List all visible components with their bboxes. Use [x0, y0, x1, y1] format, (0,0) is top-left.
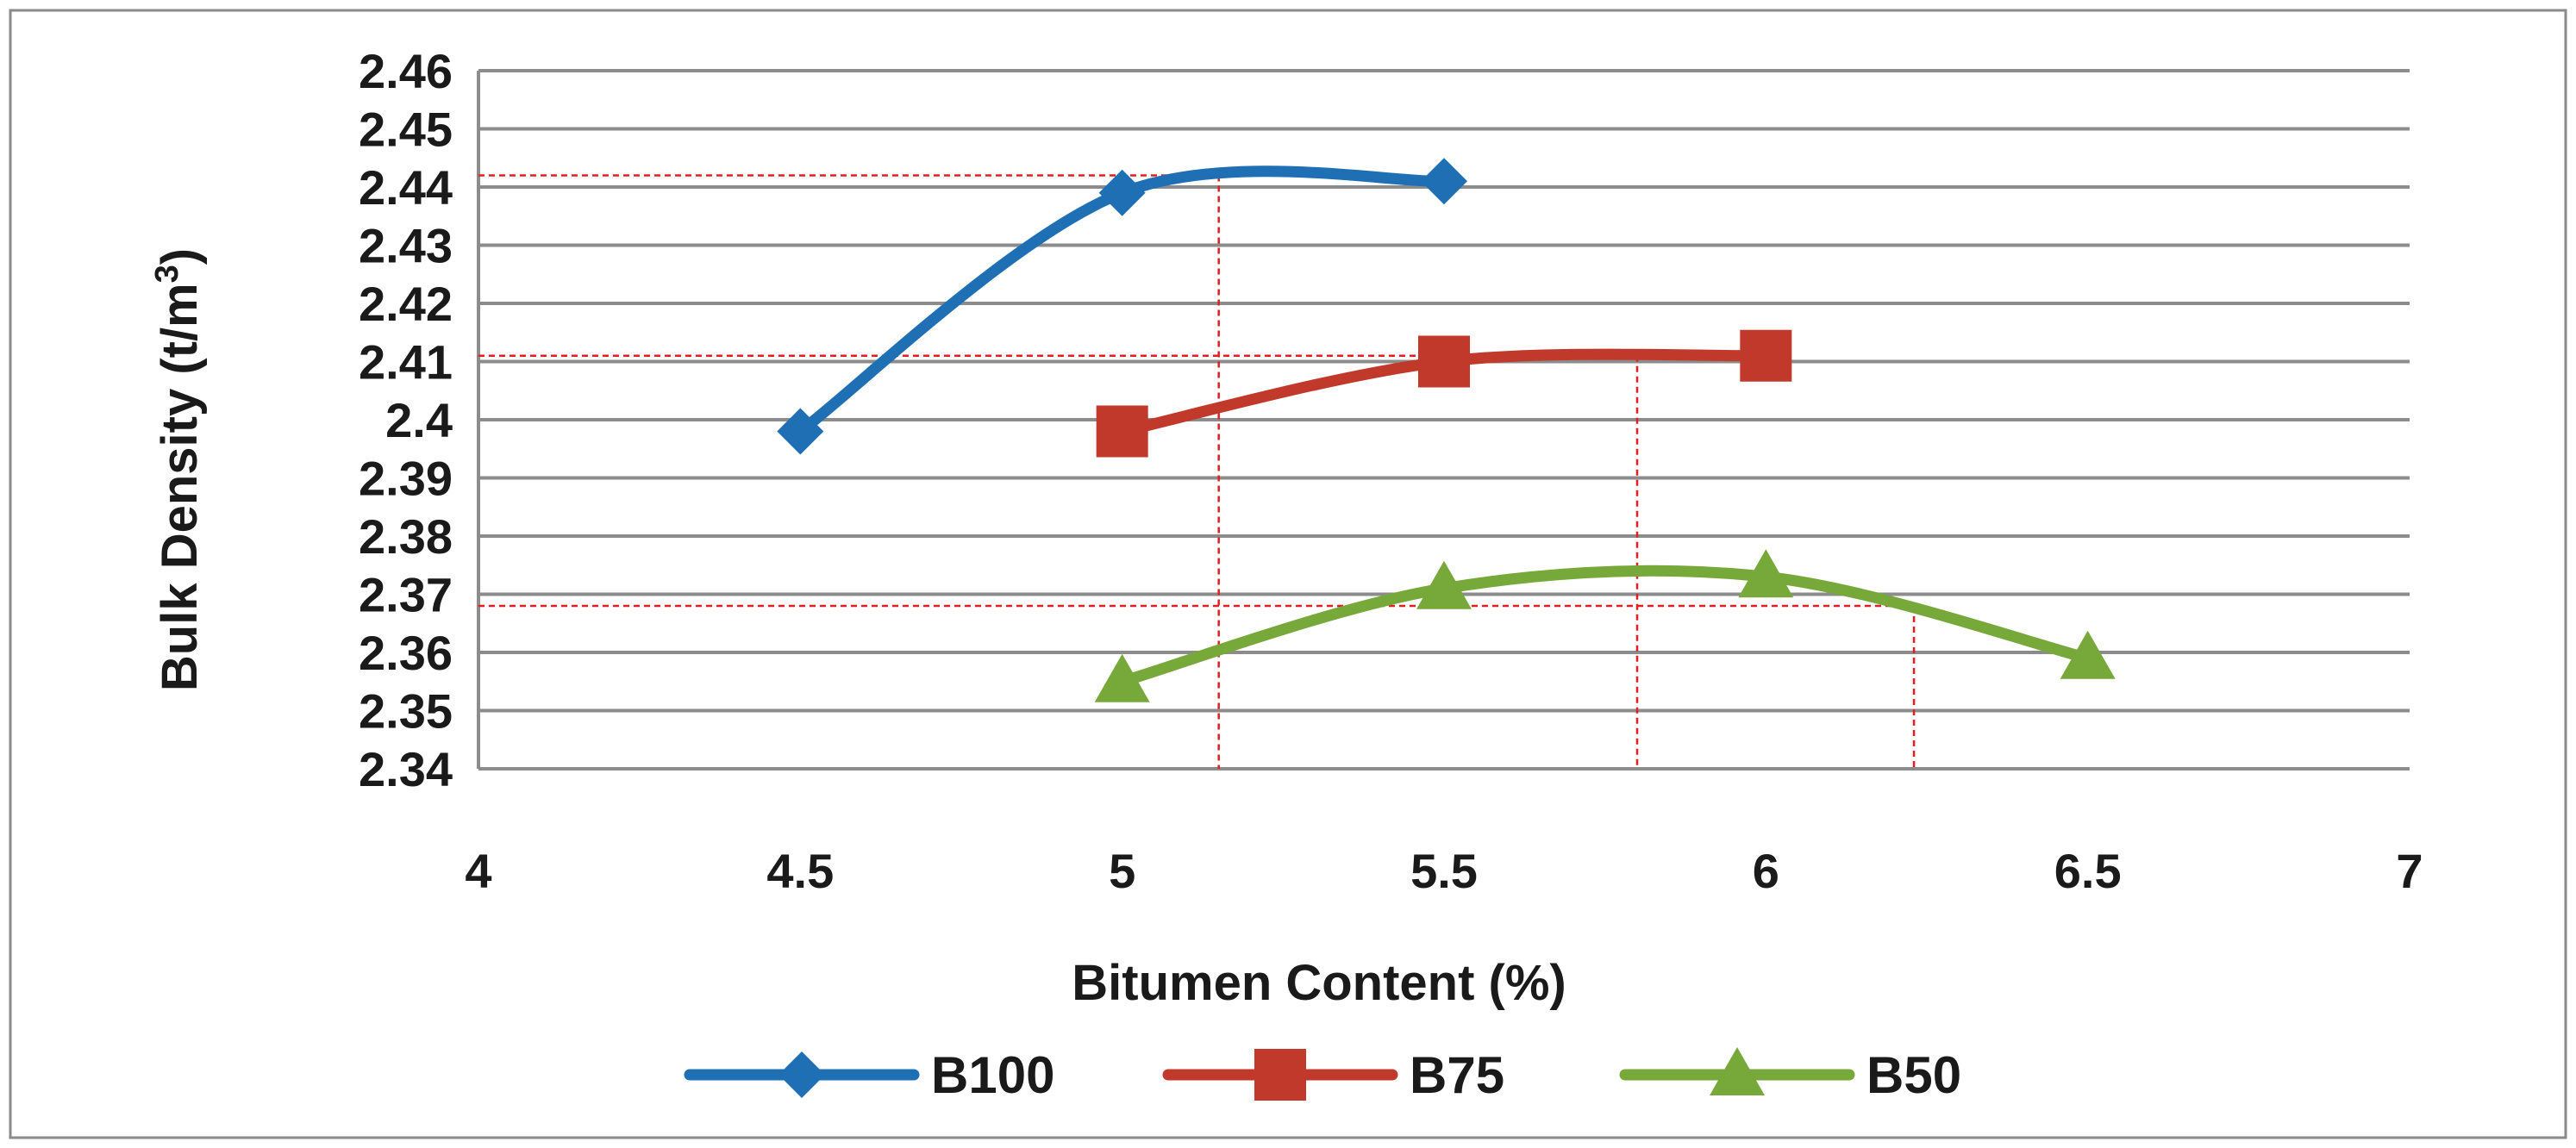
y-tick-label: 2.44 [359, 160, 453, 215]
legend-label-b100: B100 [931, 1046, 1054, 1104]
y-axis-title-main: Bulk Density (t/m [152, 283, 208, 691]
y-tick-label: 2.45 [359, 103, 453, 157]
y-tick-label: 2.4 [385, 393, 453, 447]
series-line-b50 [1116, 565, 2094, 688]
y-tick-label: 2.37 [359, 568, 453, 622]
data-point-b75 [1096, 405, 1148, 458]
x-tick-label: 6.5 [2054, 844, 2122, 898]
x-tick-label: 5.5 [1410, 844, 1478, 898]
data-point-b100 [1098, 169, 1146, 216]
y-tick-label: 2.41 [359, 335, 453, 390]
gridlines [477, 69, 2410, 771]
data-point-b50 [2060, 630, 2116, 679]
legend-item-b50: B50 [1619, 1046, 1961, 1104]
data-point-b50 [1416, 560, 1472, 609]
x-axis-title: Bitumen Content (%) [1072, 955, 1566, 1011]
x-tick-label: 4 [465, 844, 491, 898]
series-group [777, 158, 2116, 702]
legend-item-b75: B75 [1162, 1046, 1504, 1104]
series-b75 [1096, 329, 1792, 458]
legend: B100 B75 B50 [684, 1046, 1961, 1104]
y-tick-label: 2.38 [359, 509, 453, 564]
data-point-b50 [1738, 549, 1794, 598]
series-b100 [777, 158, 1467, 455]
data-point-b100 [777, 408, 824, 455]
x-tick-label: 4.5 [766, 844, 834, 898]
y-tick-label: 2.35 [359, 684, 453, 739]
data-point-b75 [1740, 329, 1792, 382]
y-tick-label: 2.34 [359, 742, 453, 796]
legend-marker-b100 [778, 1051, 825, 1098]
data-point-b50 [1094, 653, 1150, 702]
legend-label-b50: B50 [1866, 1046, 1961, 1104]
legend-marker-b50 [1710, 1047, 1765, 1095]
y-tick-label: 2.46 [359, 44, 453, 98]
x-tick-label: 6 [1753, 844, 1779, 898]
y-tick-labels: 2.342.352.362.372.382.392.42.412.422.432… [359, 44, 453, 796]
y-axis-title-superscript: 3 [149, 265, 185, 283]
legend-label-b75: B75 [1410, 1046, 1504, 1104]
series-b50 [1094, 549, 2116, 702]
y-axis-title-close: ) [152, 248, 208, 265]
y-tick-label: 2.42 [359, 277, 453, 331]
y-tick-label: 2.39 [359, 452, 453, 506]
legend-item-b100: B100 [684, 1046, 1054, 1104]
x-tick-labels: 4 4.5 5 5.5 6 6.5 7 [465, 844, 2423, 898]
x-tick-label: 7 [2396, 844, 2423, 898]
data-point-b75 [1418, 335, 1470, 388]
data-point-b100 [1421, 158, 1467, 205]
y-tick-label: 2.36 [359, 626, 453, 680]
x-tick-label: 5 [1109, 844, 1135, 898]
y-tick-label: 2.43 [359, 219, 453, 273]
y-axis-title: Bulk Density (t/m3) [149, 248, 208, 691]
legend-marker-b75 [1254, 1049, 1306, 1101]
chart-frame [9, 9, 2567, 1139]
